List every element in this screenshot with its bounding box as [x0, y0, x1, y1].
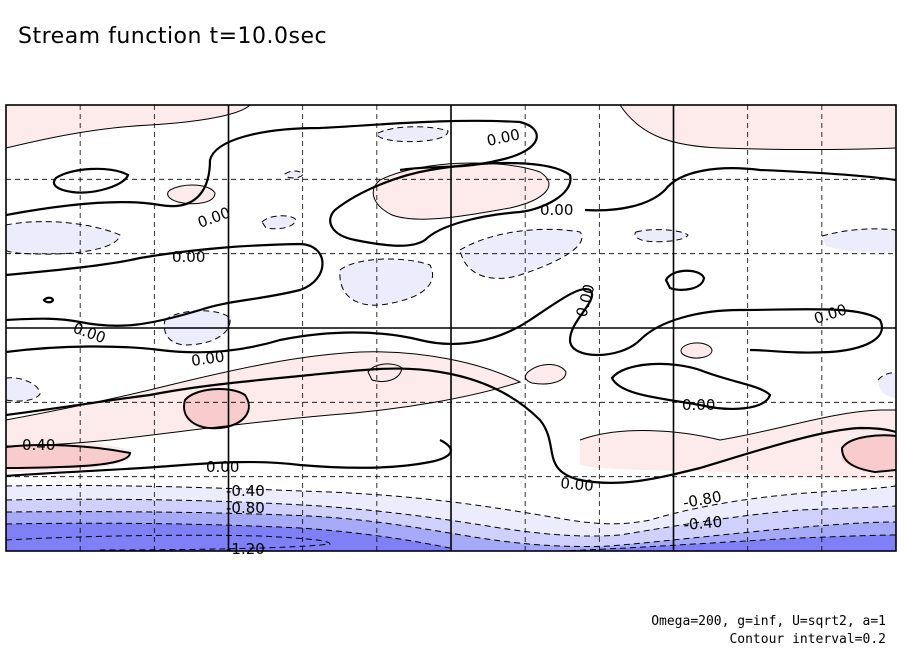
neg-contour-16 [877, 372, 896, 381]
zero-contour-9 [610, 362, 772, 410]
pos-contour-6 [183, 388, 250, 430]
contour-label: 0.00 [190, 347, 226, 369]
negative-right-edge [822, 228, 896, 253]
neg-contour-14 [559, 534, 896, 551]
neg-contour-2 [6, 221, 121, 255]
contour-label: 0.00 [682, 396, 715, 414]
negative-right-small [634, 229, 688, 242]
zero-contour-top [6, 119, 538, 217]
negative-left-upper [6, 221, 120, 255]
contour-label: 0.00 [560, 474, 595, 495]
zero-contour-7 [6, 367, 896, 485]
neg-contour-5 [163, 310, 231, 346]
parameters-note: Omega=200, g=inf, U=sqrt2, a=1 [651, 614, 886, 629]
positive-center-top [373, 162, 549, 220]
positive-left-mid [6, 351, 520, 446]
positive-right-core [842, 435, 896, 471]
negative-right-edge-2 [878, 372, 896, 398]
contour-label: -0.80 [226, 499, 265, 517]
negative-left-small [6, 377, 40, 402]
contour-label: -0.40 [226, 482, 265, 500]
pos-contour-7 [6, 444, 132, 469]
contour-label: 0.00 [206, 458, 239, 476]
chart-title: Stream function t=10.0sec [18, 24, 328, 49]
pos-contour-2 [619, 105, 896, 150]
positive-center-right [525, 364, 566, 384]
neg-contour-13 [6, 522, 451, 549]
neg-contour-15 [6, 534, 331, 551]
contour-label: 0.00 [540, 201, 573, 219]
pos-contour-12 [367, 363, 403, 382]
contour-label: 0.40 [22, 436, 55, 454]
neg-contour-1 [377, 126, 449, 143]
zero-contour-4 [584, 167, 896, 212]
pos-contour-10 [840, 434, 896, 474]
neg-contour-4 [459, 228, 583, 279]
negative-small-2 [262, 215, 296, 229]
negative-dashed-contours [6, 126, 896, 551]
pos-contour-4 [167, 184, 216, 205]
grid-lines [6, 105, 896, 551]
contour-label: -0.40 [683, 513, 723, 534]
contour-interval-note: Contour interval=0.2 [729, 632, 886, 647]
pos-contour-5 [6, 351, 522, 447]
zero-contour-3 [329, 161, 572, 247]
contour-label: 0.00 [572, 282, 598, 319]
contour-label: -1.20 [226, 540, 265, 558]
positive-bottom-left-core [6, 445, 130, 468]
contour-label: 0.00 [172, 248, 205, 266]
neg-contour-12 [6, 511, 896, 548]
positive-top-right [620, 105, 896, 150]
contour-label: 0.00 [812, 300, 849, 327]
pos-contour-1 [6, 105, 251, 149]
zero-contour-11 [42, 296, 55, 304]
pos-contour-9 [579, 409, 896, 441]
plot-frame [5, 104, 897, 552]
neg-contour-8 [284, 170, 304, 179]
contour-label: 0.00 [195, 203, 233, 231]
contour-lines [6, 105, 896, 551]
pos-contour-8 [524, 364, 567, 385]
neg-contour-17 [6, 377, 41, 402]
neg-contour-9 [261, 215, 297, 230]
contour-label: 0.00 [485, 125, 521, 150]
zero-contour-10 [664, 269, 706, 291]
positive-right-bottom [580, 410, 896, 480]
zero-contour-6 [6, 287, 883, 357]
zero-contour-2 [6, 242, 324, 327]
negative-top-center [377, 126, 448, 142]
positive-right-small [681, 342, 712, 358]
zero-contour-5 [52, 167, 130, 194]
negative-small-top [285, 171, 303, 178]
positive-left-core [184, 388, 249, 429]
pos-contour-11 [680, 342, 713, 359]
pos-contour-3 [372, 162, 550, 220]
zero-contour-8 [6, 439, 452, 478]
neg-contour-6 [634, 229, 689, 243]
neg-contour-10 [6, 484, 896, 525]
neg-contour-11 [6, 498, 896, 537]
contour-label: 0.00 [71, 319, 109, 347]
negative-center-1 [339, 258, 433, 306]
neg-contour-7 [821, 228, 896, 237]
